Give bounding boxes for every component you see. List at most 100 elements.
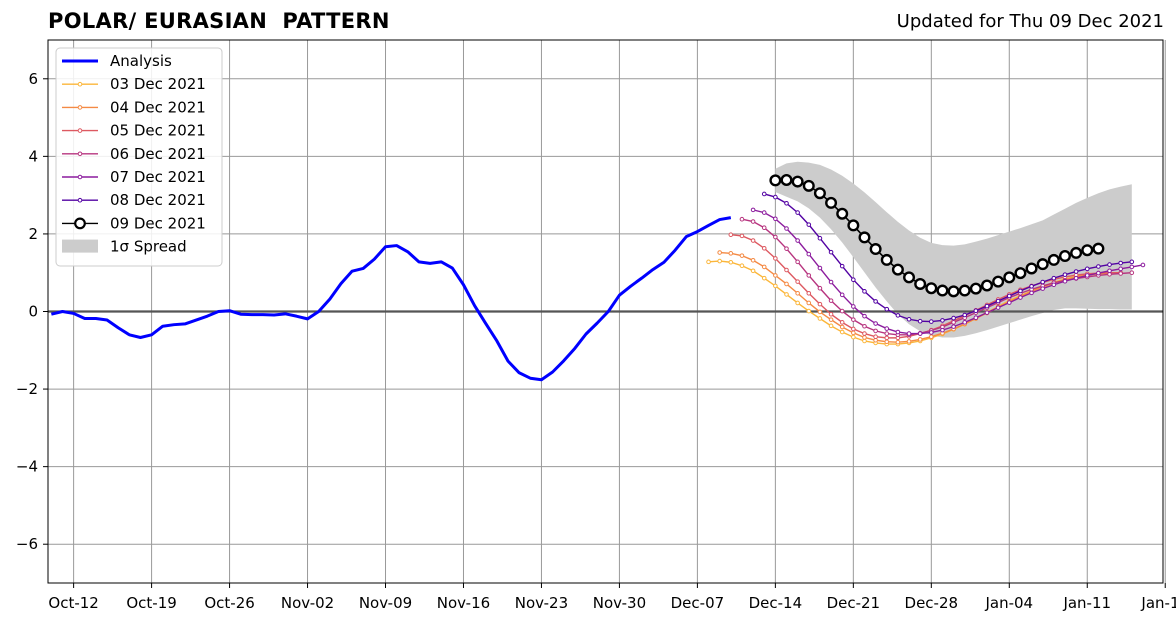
legend-swatch-spread xyxy=(62,239,98,253)
axes: Oct-12 Oct-19 Oct-26 Nov-02 Nov-09 Nov-16 Nov-… xyxy=(16,39,1176,612)
forecast-point xyxy=(728,251,734,256)
forecast-point xyxy=(784,281,789,287)
forecast-point xyxy=(884,306,890,312)
forecast-point xyxy=(761,264,767,270)
y-tick-label: −6 xyxy=(16,535,38,553)
forecast-point xyxy=(780,174,793,187)
forecast-point xyxy=(802,179,815,192)
forecast-point xyxy=(717,250,722,255)
forecast-point xyxy=(1084,273,1090,278)
forecast-point xyxy=(773,283,778,289)
forecast-series xyxy=(761,191,1135,324)
forecast-point xyxy=(1129,270,1135,276)
forecast-point xyxy=(728,259,734,265)
forecast-point xyxy=(791,175,804,188)
forecast-point xyxy=(1025,262,1038,275)
forecast-point xyxy=(806,273,812,278)
forecast-point xyxy=(828,323,834,329)
forecast-point xyxy=(1081,244,1094,257)
legend-marker xyxy=(77,197,83,203)
forecast-point xyxy=(750,238,756,243)
forecast-point xyxy=(1070,246,1083,259)
forecast-point xyxy=(1140,262,1146,268)
forecast-point xyxy=(784,292,789,297)
forecast-point xyxy=(739,216,745,222)
forecast-point xyxy=(951,315,956,321)
legend-label: 08 Dec 2021 xyxy=(110,191,206,209)
forecast-point xyxy=(750,207,756,213)
forecast-point xyxy=(1006,300,1012,305)
forecast-point xyxy=(813,187,826,200)
forecast-point xyxy=(981,279,994,292)
x-tick-label: Nov-02 xyxy=(281,594,334,612)
x-tick-label: Dec-28 xyxy=(905,594,959,612)
forecast-point xyxy=(773,273,778,278)
forecast-point xyxy=(839,263,845,269)
forecast-point xyxy=(761,210,767,215)
legend-label: 05 Dec 2021 xyxy=(110,122,206,140)
forecast-point xyxy=(1006,293,1012,299)
y-tick-label: −2 xyxy=(16,380,38,398)
forecast-point xyxy=(1129,264,1135,270)
forecast-point xyxy=(806,222,812,227)
legend-label: 1σ Spread xyxy=(110,238,187,256)
forecast-point xyxy=(1107,262,1112,267)
forecast-point xyxy=(884,331,890,336)
forecast-point xyxy=(873,299,878,304)
legend-marker xyxy=(77,128,83,133)
forecast-point xyxy=(706,259,711,265)
chart-title: POLAR/ EURASIAN PATTERN xyxy=(48,9,390,33)
y-tick-label: −4 xyxy=(16,458,38,476)
legend-label: 09 Dec 2021 xyxy=(110,214,206,232)
forecast-point xyxy=(1040,279,1046,285)
forecast-point xyxy=(817,301,823,307)
forecast-point xyxy=(917,318,923,324)
forecast-point xyxy=(951,324,956,329)
forecast-point xyxy=(851,277,856,282)
forecast-point xyxy=(795,300,800,306)
forecast-point xyxy=(984,303,990,309)
forecast-point xyxy=(962,320,968,325)
forecast-point xyxy=(873,321,878,326)
forecast-point xyxy=(761,275,767,281)
forecast-point xyxy=(784,200,789,206)
forecast-point xyxy=(929,334,934,340)
forecast-point xyxy=(1073,275,1079,281)
forecast-point xyxy=(951,320,956,325)
forecast-point xyxy=(958,284,971,297)
forecast-point xyxy=(1129,259,1135,265)
legend-box xyxy=(55,47,223,267)
forecast-point xyxy=(817,316,823,321)
forecast-point xyxy=(862,323,867,329)
forecast-point xyxy=(1084,266,1090,272)
forecast-point xyxy=(851,317,856,322)
forecast-point xyxy=(862,313,867,319)
legend-label: 03 Dec 2021 xyxy=(110,75,206,93)
updated-date: Updated for Thu 09 Dec 2021 xyxy=(896,11,1164,32)
forecast-point xyxy=(914,277,927,290)
forecast-point xyxy=(828,298,834,303)
forecast-point xyxy=(984,310,990,315)
legend: Analysis 03 Dec 2021 04 Dec 2021 05 Dec 202… xyxy=(55,47,223,267)
forecast-point xyxy=(1118,260,1123,266)
legend-label: 06 Dec 2021 xyxy=(110,145,206,163)
forecast-point xyxy=(817,235,823,241)
forecast-point xyxy=(1096,270,1101,276)
legend-label: 07 Dec 2021 xyxy=(110,168,206,186)
forecast-point xyxy=(817,309,823,315)
x-tick-label: Oct-12 xyxy=(48,594,98,612)
forecast-point xyxy=(973,308,979,314)
x-tick-label: Jan-18 xyxy=(1140,594,1176,612)
forecast-point xyxy=(1107,268,1112,274)
forecast-point xyxy=(739,263,745,269)
y-tick-label: 0 xyxy=(28,303,38,321)
forecast-point xyxy=(995,305,1001,310)
x-tick-label: Dec-14 xyxy=(749,594,803,612)
forecast-point xyxy=(862,331,867,336)
forecast-point xyxy=(995,298,1001,304)
forecast-point xyxy=(847,219,860,232)
forecast-point xyxy=(761,225,767,231)
forecast-point xyxy=(817,285,823,291)
forecast-point xyxy=(761,191,767,197)
